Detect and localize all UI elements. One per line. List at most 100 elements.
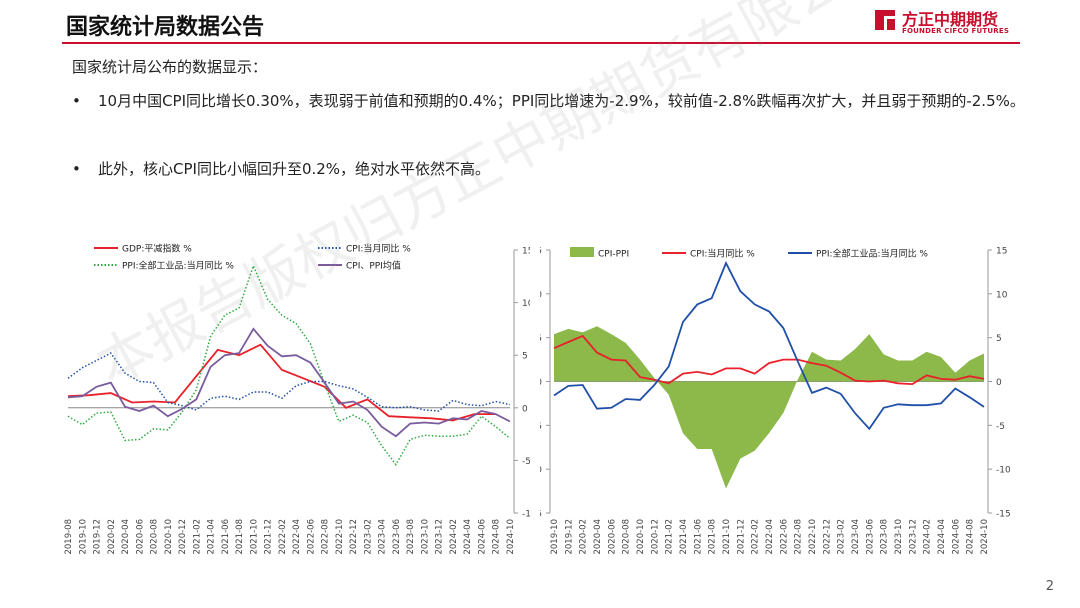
x-tick-label: 2023-04 bbox=[851, 519, 861, 555]
x-tick-label: 2021-04 bbox=[679, 519, 689, 555]
series-line bbox=[67, 327, 511, 438]
x-tick-label: 2021-02 bbox=[665, 519, 675, 555]
y-tick-label: 10 bbox=[996, 290, 1008, 300]
x-tick-label: 2019-10 bbox=[78, 519, 88, 555]
x-tick-label: 2023-02 bbox=[837, 519, 847, 555]
y-tick-label: 5 bbox=[522, 352, 528, 362]
x-tick-label: 2021-02 bbox=[192, 519, 202, 555]
x-tick-label: 2024-02 bbox=[923, 519, 933, 555]
y-tick-label: 15 bbox=[540, 247, 542, 257]
y-tick-label: 0 bbox=[522, 404, 528, 414]
x-tick-label: 2020-10 bbox=[636, 519, 646, 555]
x-tick-label: 2022-02 bbox=[751, 519, 761, 555]
bullet-dot: • bbox=[72, 92, 81, 110]
x-tick-label: 2023-02 bbox=[363, 519, 373, 555]
y-tick-label: 10 bbox=[540, 290, 542, 300]
x-tick-label: 2024-04 bbox=[937, 519, 947, 555]
x-tick-label: 2019-12 bbox=[564, 519, 574, 555]
x-tick-label: 2024-04 bbox=[463, 519, 473, 555]
chart-price-indices: -10 -5 0 5 10 15 2019-08 2019-10 2019-12 2020-02 2… bbox=[64, 243, 530, 555]
x-tick-label: 2020-04 bbox=[593, 519, 603, 555]
series-area-cpi-ppi bbox=[554, 326, 984, 489]
legend-label: PPI:全部工业品:当月同比 % bbox=[122, 260, 234, 272]
y-tick-label: -10 bbox=[996, 466, 1010, 476]
y-tick-label: 0 bbox=[996, 378, 1002, 388]
x-tick-label: 2024-06 bbox=[951, 519, 961, 555]
y-tick-label: 0 bbox=[540, 378, 542, 388]
x-tick-label: 2024-06 bbox=[477, 519, 487, 555]
x-tick-label: 2021-06 bbox=[693, 519, 703, 555]
y-tick-label: 5 bbox=[540, 334, 542, 344]
x-tick-label: 2024-10 bbox=[980, 519, 990, 555]
legend-label: PPI:全部工业品:当月同比 % bbox=[816, 248, 928, 260]
x-tick-label: 2022-08 bbox=[321, 519, 331, 555]
x-tick-label: 2019-12 bbox=[93, 519, 103, 555]
x-tick-label: 2022-02 bbox=[278, 519, 288, 555]
x-tick-label: 2024-08 bbox=[492, 519, 502, 555]
x-tick-label: 2022-08 bbox=[794, 519, 804, 555]
x-tick-label: 2020-10 bbox=[164, 519, 174, 555]
x-tick-label: 2023-10 bbox=[420, 519, 430, 555]
x-tick-label: 2022-12 bbox=[349, 519, 359, 555]
x-tick-label: 2023-10 bbox=[894, 519, 904, 555]
logo-text-cn: 方正中期期货 bbox=[902, 10, 999, 29]
x-tick-label: 2020-06 bbox=[135, 519, 145, 555]
x-tick-label: 2020-08 bbox=[150, 519, 160, 555]
x-tick-label: 2020-12 bbox=[178, 519, 188, 555]
legend-label: CPI-PPI bbox=[598, 250, 629, 260]
x-tick-label: 2023-06 bbox=[392, 519, 402, 555]
y-tick-label: -10 bbox=[522, 510, 530, 520]
x-tick-label: 2021-12 bbox=[264, 519, 274, 555]
y-tick-label: 15 bbox=[522, 247, 530, 257]
bullet-dot: • bbox=[72, 160, 81, 178]
x-tick-label: 2023-12 bbox=[435, 519, 445, 555]
x-tick-label: 2021-08 bbox=[235, 519, 245, 555]
y-tick-label: 10 bbox=[522, 299, 530, 309]
legend-label: CPI、PPI均值 bbox=[346, 260, 401, 272]
chart-cpi-ppi-spread: -15 -10 -5 0 5 10 15 -15 -10 -5 0 5 10 15 2019-10 2019-… bbox=[540, 247, 1010, 555]
x-tick-label: 2024-08 bbox=[966, 519, 976, 555]
x-tick-label: 2019-10 bbox=[550, 519, 560, 555]
logo-text-en: FOUNDER CIFCO FUTURES bbox=[902, 27, 1010, 35]
x-tick-label: 2019-08 bbox=[64, 519, 74, 555]
series-line bbox=[67, 263, 511, 466]
y-tick-label: -15 bbox=[540, 510, 542, 520]
series-line bbox=[553, 334, 985, 386]
page-title: 国家统计局数据公告 bbox=[66, 15, 265, 40]
x-tick-label: 2021-04 bbox=[207, 519, 217, 555]
y-tick-label: -5 bbox=[540, 422, 542, 432]
x-tick-label: 2024-02 bbox=[449, 519, 459, 555]
x-tick-label: 2022-06 bbox=[779, 519, 789, 555]
x-tick-label: 2021-10 bbox=[249, 519, 259, 555]
y-tick-label: 15 bbox=[996, 247, 1007, 257]
x-tick-label: 2022-12 bbox=[822, 519, 832, 555]
y-tick-label: -10 bbox=[540, 466, 542, 476]
legend-label: GDP:平减指数 % bbox=[122, 243, 192, 255]
x-tick-label: 2023-08 bbox=[406, 519, 416, 555]
x-tick-label: 2022-04 bbox=[765, 519, 775, 555]
intro-text: 国家统计局公布的数据显示： bbox=[72, 58, 268, 76]
x-tick-label: 2021-08 bbox=[708, 519, 718, 555]
x-tick-label: 2020-02 bbox=[579, 519, 589, 555]
y-tick-label: -5 bbox=[996, 422, 1005, 432]
x-tick-label: 2023-04 bbox=[378, 519, 388, 555]
x-tick-label: 2022-10 bbox=[808, 519, 818, 555]
x-tick-label: 2020-06 bbox=[607, 519, 617, 555]
legend-swatch bbox=[570, 247, 594, 257]
y-tick-label: 5 bbox=[996, 334, 1002, 344]
company-logo: 方正中期期货 FOUNDER CIFCO FUTURES bbox=[872, 5, 1022, 39]
bullet-text: 10月中国CPI同比增长0.30%，表现弱于前值和预期的0.4%；PPI同比增速… bbox=[98, 92, 1025, 110]
x-tick-label: 2021-12 bbox=[736, 519, 746, 555]
x-tick-label: 2021-10 bbox=[722, 519, 732, 555]
x-tick-label: 2020-12 bbox=[650, 519, 660, 555]
x-tick-label: 2022-10 bbox=[335, 519, 345, 555]
x-tick-label: 2023-08 bbox=[880, 519, 890, 555]
x-tick-label: 2022-06 bbox=[306, 519, 316, 555]
series-line bbox=[67, 343, 496, 422]
x-tick-label: 2023-12 bbox=[908, 519, 918, 555]
bullet-text: 此外，核心CPI同比小幅回升至0.2%，绝对水平依然不高。 bbox=[98, 160, 491, 178]
x-tick-label: 2023-06 bbox=[865, 519, 875, 555]
y-tick-label: -15 bbox=[996, 510, 1010, 520]
y-tick-label: -5 bbox=[522, 457, 530, 467]
legend-label: CPI:当月同比 % bbox=[346, 243, 411, 255]
